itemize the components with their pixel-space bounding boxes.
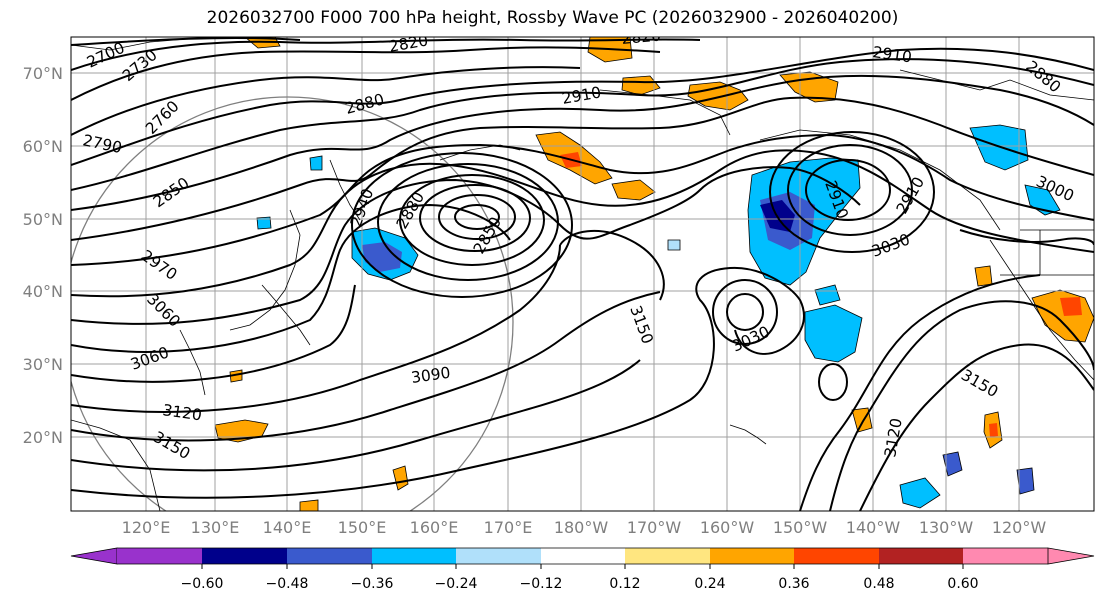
contour-label: 3120: [161, 401, 203, 424]
colorbar-segment: [794, 548, 879, 564]
lon-label: 150°E: [338, 518, 387, 537]
colorbar-tick-label: 0.36: [778, 576, 809, 592]
latitude-labels: 70°N 60°N 50°N 40°N 30°N 20°N: [23, 64, 63, 447]
lon-label: 140°W: [846, 518, 901, 537]
colorbar-tick-label: −0.36: [351, 576, 394, 592]
colorbar-tick-label: −0.24: [435, 576, 478, 592]
colorbar-segment: [287, 548, 372, 564]
colorbar-segment: [879, 548, 963, 564]
colorbar-tick-label: −0.12: [520, 576, 563, 592]
colorbar-tick-label: −0.60: [181, 576, 224, 592]
lat-label: 50°N: [23, 210, 63, 229]
coastlines: [71, 37, 1094, 511]
colorbar-segment: [202, 548, 287, 564]
lon-label: 120°W: [992, 518, 1047, 537]
colorbar-tick-label: 0.24: [694, 576, 725, 592]
negative-anomaly-shading: [256, 124, 1061, 509]
lat-label: 40°N: [23, 282, 63, 301]
colorbar-segment: [456, 548, 541, 564]
colorbar-tick-label: −0.48: [266, 576, 309, 592]
map-title: 2026032700 F000 700 hPa height, Rossby W…: [206, 8, 899, 28]
lon-label: 170°W: [627, 518, 682, 537]
lon-label: 170°E: [484, 518, 533, 537]
height-contours: [71, 37, 1094, 511]
contour-label: 2820: [621, 27, 662, 48]
colorbar-segment: [963, 548, 1048, 564]
lat-label: 30°N: [23, 355, 63, 374]
lat-label: 60°N: [23, 137, 63, 156]
colorbar-segment: [625, 548, 710, 564]
lon-label: 130°W: [919, 518, 974, 537]
lon-label: 150°W: [773, 518, 828, 537]
longitude-labels: 120°E 130°E 140°E 150°E 160°E 170°E 180°…: [122, 518, 1047, 537]
lon-label: 140°E: [263, 518, 312, 537]
contour-label: 2910: [871, 43, 913, 66]
colorbar: −0.60 −0.48 −0.36 −0.24 −0.12 0.12 0.24 …: [70, 547, 1095, 592]
colorbar-segment: [710, 548, 794, 564]
colorbar-min-extend: [70, 547, 118, 565]
colorbar-tick-label: 0.60: [947, 576, 978, 592]
reference-circle: [71, 96, 514, 511]
lat-label: 20°N: [23, 428, 63, 447]
positive-anomaly-shading: [214, 37, 1094, 511]
lon-label: 120°E: [122, 518, 171, 537]
lon-label: 180°W: [554, 518, 609, 537]
lon-label: 160°E: [410, 518, 459, 537]
colorbar-segment: [372, 548, 456, 564]
colorbar-tick-label: 0.12: [609, 576, 640, 592]
colorbar-tick-label: 0.48: [863, 576, 894, 592]
lon-label: 130°E: [191, 518, 240, 537]
lon-label: 160°W: [700, 518, 755, 537]
contour-label: 3090: [410, 364, 452, 387]
map-panel: 2700 2730 2760 2790 2820 2820 2850 2880 …: [71, 27, 1094, 511]
colorbar-segment: [117, 548, 202, 564]
lat-label: 70°N: [23, 64, 63, 83]
colorbar-segment: [541, 548, 625, 564]
map-frame: [70, 36, 1095, 512]
colorbar-max-extend: [1047, 547, 1095, 565]
